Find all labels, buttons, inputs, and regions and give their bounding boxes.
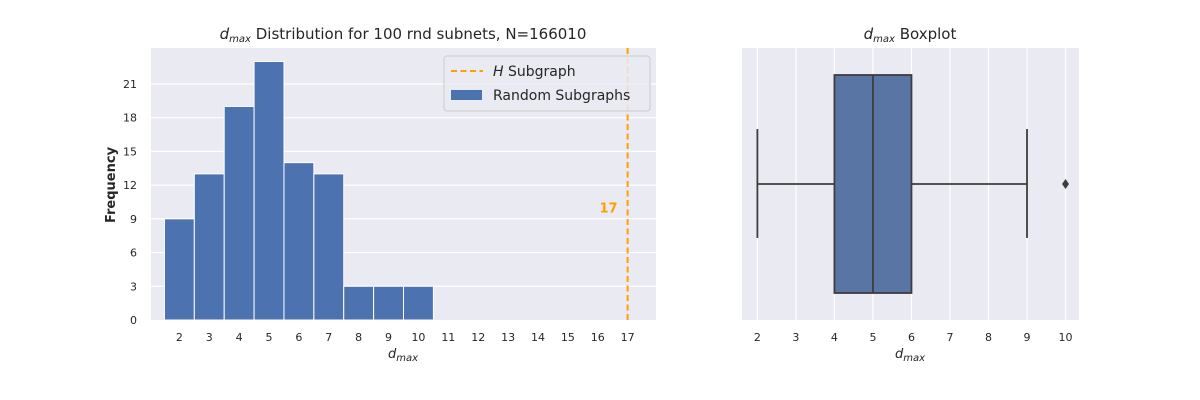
- histogram-x-tick-14: 14: [531, 331, 545, 344]
- histogram-x-tick-7: 7: [325, 331, 332, 344]
- boxplot-x-axis-label: dmax: [895, 347, 925, 364]
- histogram-x-tick-9: 9: [385, 331, 392, 344]
- histogram-x-tick-10: 10: [411, 331, 425, 344]
- boxplot-x-tick-2: 2: [754, 331, 761, 344]
- histogram-y-tick-9: 9: [130, 213, 137, 226]
- boxplot-body: [756, 74, 1070, 294]
- bar-2: [163, 218, 195, 321]
- boxplot-x-tick-10: 10: [1059, 331, 1073, 344]
- reference-line-annotation: 17: [600, 202, 618, 217]
- boxplot-title: dmax Boxplot: [864, 25, 957, 45]
- legend-swatch-bars: [451, 90, 482, 100]
- histogram-y-tick-18: 18: [123, 112, 137, 125]
- histogram-x-axis-label: dmax: [388, 347, 418, 364]
- bar-8: [343, 285, 375, 321]
- legend-label-bars: Random Subgraphs: [493, 88, 630, 104]
- histogram-y-tick-15: 15: [123, 145, 137, 158]
- boxplot-x-tick-7: 7: [946, 331, 953, 344]
- histogram-y-tick-21: 21: [123, 78, 137, 91]
- legend-label-reference: H Subgraph: [493, 64, 576, 80]
- histogram-y-axis-label: Frequency: [104, 146, 119, 223]
- bar-4: [223, 105, 255, 321]
- histogram-x-tick-16: 16: [591, 331, 605, 344]
- histogram-y-tick-0: 0: [130, 314, 137, 327]
- bar-5: [253, 60, 285, 321]
- boxplot-x-tick-6: 6: [908, 331, 915, 344]
- histogram-x-tick-5: 5: [266, 331, 273, 344]
- boxplot-x-ticks: 2 3 4 5 6 7 8 9 10: [754, 331, 1073, 344]
- histogram-x-tick-11: 11: [441, 331, 455, 344]
- histogram-x-ticks: 2 3 4 5 6 7 8 9 10 11 12 13 14 15 16 17: [176, 331, 635, 344]
- histogram-y-tick-12: 12: [123, 179, 137, 192]
- outlier-10: [1062, 179, 1070, 189]
- legend: H Subgraph Random Subgraphs: [443, 55, 651, 112]
- histogram-x-tick-12: 12: [471, 331, 485, 344]
- histogram-bars: [163, 60, 434, 321]
- histogram-x-tick-8: 8: [355, 331, 362, 344]
- histogram-chart: 17 2 3 4 5 6 7 8 9 10 11 12 13 14 15 16 17 0 3 6 9 12 15 18 21…: [104, 25, 656, 364]
- boxplot-x-tick-5: 5: [869, 331, 876, 344]
- boxplot-x-tick-8: 8: [985, 331, 992, 344]
- histogram-x-tick-6: 6: [295, 331, 302, 344]
- bar-6: [283, 162, 315, 321]
- histogram-x-tick-4: 4: [236, 331, 243, 344]
- reference-line-group: 17: [600, 48, 629, 320]
- histogram-x-tick-2: 2: [176, 331, 183, 344]
- boxplot-chart: 2 3 4 5 6 7 8 9 10 dmax Boxplot dmax: [742, 25, 1079, 364]
- histogram-y-ticks: 0 3 6 9 12 15 18 21: [123, 78, 137, 327]
- histogram-y-tick-3: 3: [130, 280, 137, 293]
- histogram-title: dmax Distribution for 100 rnd subnets, N…: [220, 25, 587, 45]
- boxplot-x-tick-4: 4: [831, 331, 838, 344]
- histogram-x-tick-13: 13: [501, 331, 515, 344]
- histogram-x-tick-3: 3: [206, 331, 213, 344]
- legend-box: [443, 55, 651, 112]
- histogram-y-tick-6: 6: [130, 247, 137, 260]
- bar-9: [373, 285, 405, 321]
- boxplot-x-tick-9: 9: [1024, 331, 1031, 344]
- boxplot-x-tick-3: 3: [792, 331, 799, 344]
- bar-7: [313, 173, 345, 321]
- histogram-x-tick-17: 17: [621, 331, 635, 344]
- histogram-x-tick-15: 15: [561, 331, 575, 344]
- bar-3: [193, 173, 225, 321]
- bar-10: [403, 285, 434, 321]
